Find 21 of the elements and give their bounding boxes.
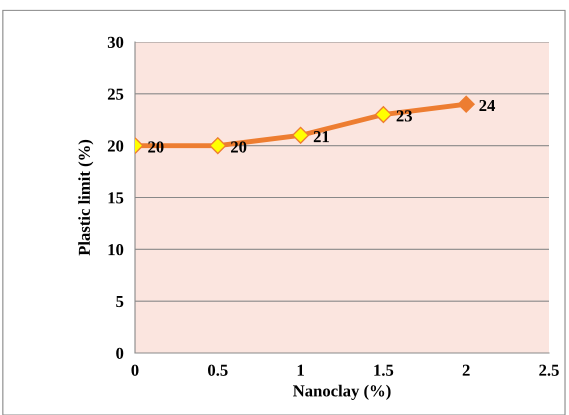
y-axis-title: Plastic limit (%) bbox=[78, 140, 94, 256]
data-label: 24 bbox=[479, 100, 496, 111]
y-tick-label: 15 bbox=[108, 192, 124, 204]
point bbox=[458, 96, 475, 113]
point bbox=[292, 126, 310, 144]
x-tick-label: 0.5 bbox=[208, 364, 228, 376]
x-tick-label: 0 bbox=[131, 364, 139, 376]
x-tick-label: 1.5 bbox=[374, 364, 394, 376]
y-tick-label: 10 bbox=[108, 244, 124, 256]
point bbox=[374, 106, 392, 124]
y-tick-label: 25 bbox=[108, 88, 124, 100]
y-tick-label: 20 bbox=[108, 140, 124, 152]
data-label: 21 bbox=[314, 131, 329, 142]
point bbox=[209, 137, 226, 154]
y-tick-label: 0 bbox=[116, 348, 124, 359]
x-tick-label: 2.5 bbox=[539, 364, 559, 376]
x-tick-label: 1 bbox=[298, 364, 304, 376]
x-axis-title: Nanoclay (%) bbox=[293, 384, 391, 400]
x-tick-label: 2 bbox=[462, 364, 470, 376]
y-tick-label: 5 bbox=[116, 296, 124, 308]
y-tick-label: 30 bbox=[108, 36, 124, 48]
